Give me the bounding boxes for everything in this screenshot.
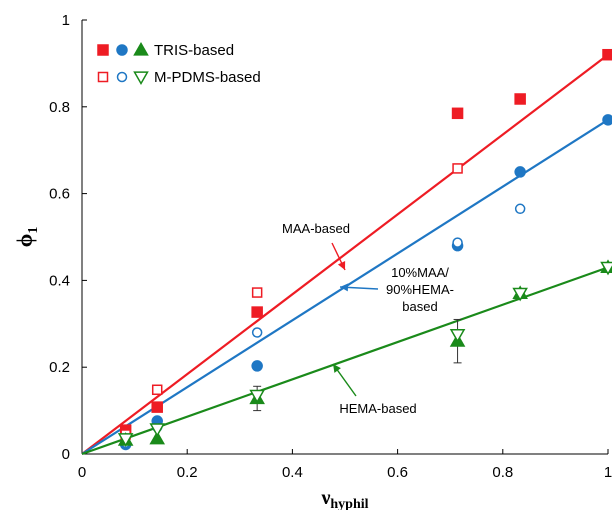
- legend: TRIS-based M-PDMS-based: [97, 41, 261, 86]
- legend-label: TRIS-based: [154, 42, 234, 59]
- data-point: [117, 433, 134, 447]
- legend-label: M-PDMS-based: [154, 69, 261, 86]
- annotations: MAA-based 10%MAA/90%HEMA-based HEMA-based: [282, 221, 454, 416]
- y-tick-label: 0: [62, 446, 70, 463]
- data-point: [149, 423, 166, 437]
- y-tick-label: 0.6: [49, 186, 70, 203]
- axis-titles: νhyphil ϕ1: [12, 227, 369, 510]
- x-tick-label: 0.6: [387, 464, 408, 481]
- legend-marker-circle: [116, 71, 128, 83]
- data-point: [602, 48, 612, 61]
- legend-marker-triangle: [133, 41, 149, 56]
- data-point: [452, 163, 463, 174]
- data-point: [149, 430, 166, 445]
- annotation-arrowhead-mix: [340, 283, 349, 292]
- y-tick-label: 0.4: [49, 272, 70, 289]
- legend-marker-square: [97, 71, 109, 83]
- data-point: [452, 237, 463, 248]
- data-point: [151, 401, 163, 413]
- data-point: [602, 114, 612, 126]
- data-point: [251, 287, 263, 298]
- data-point: [449, 329, 466, 343]
- data-point: [514, 166, 526, 178]
- annotation-mix: 10%MAA/90%HEMA-based: [386, 265, 454, 314]
- x-axis-title: νhyphil: [320, 487, 368, 510]
- fit-line: [81, 53, 609, 455]
- annotation-arrowhead-maa: [337, 261, 346, 270]
- annotation-hema: HEMA-based: [339, 401, 416, 416]
- data-points: [117, 48, 612, 451]
- y-tick-label: 0.2: [49, 359, 70, 376]
- legend-marker-circle: [116, 44, 128, 56]
- x-tick-label: 1: [604, 464, 612, 481]
- axes: 0 0.2 0.4 0.6 0.8 1 0 0.2 0.4 0.6 0.8 1: [49, 12, 612, 481]
- data-point: [249, 389, 265, 404]
- x-tick-label: 0.8: [492, 464, 513, 481]
- data-point: [151, 384, 163, 396]
- legend-marker-triangle: [133, 71, 149, 86]
- data-point: [514, 203, 526, 215]
- data-point: [600, 261, 612, 276]
- annotation-maa: MAA-based: [282, 221, 350, 236]
- data-point: [451, 107, 464, 120]
- data-point: [514, 93, 526, 105]
- data-point: [251, 360, 263, 372]
- x-tick-label: 0.2: [177, 464, 198, 481]
- data-point: [251, 327, 263, 338]
- data-point: [512, 287, 528, 302]
- data-point: [251, 306, 263, 318]
- y-tick-label: 0.8: [49, 99, 70, 116]
- annotation-arrowhead-hema: [333, 364, 341, 373]
- legend-marker-square: [97, 44, 109, 56]
- x-tick-label: 0: [78, 464, 86, 481]
- y-tick-label: 1: [62, 12, 70, 29]
- x-tick-label: 0.4: [282, 464, 303, 481]
- y-axis-title: ϕ1: [12, 227, 41, 248]
